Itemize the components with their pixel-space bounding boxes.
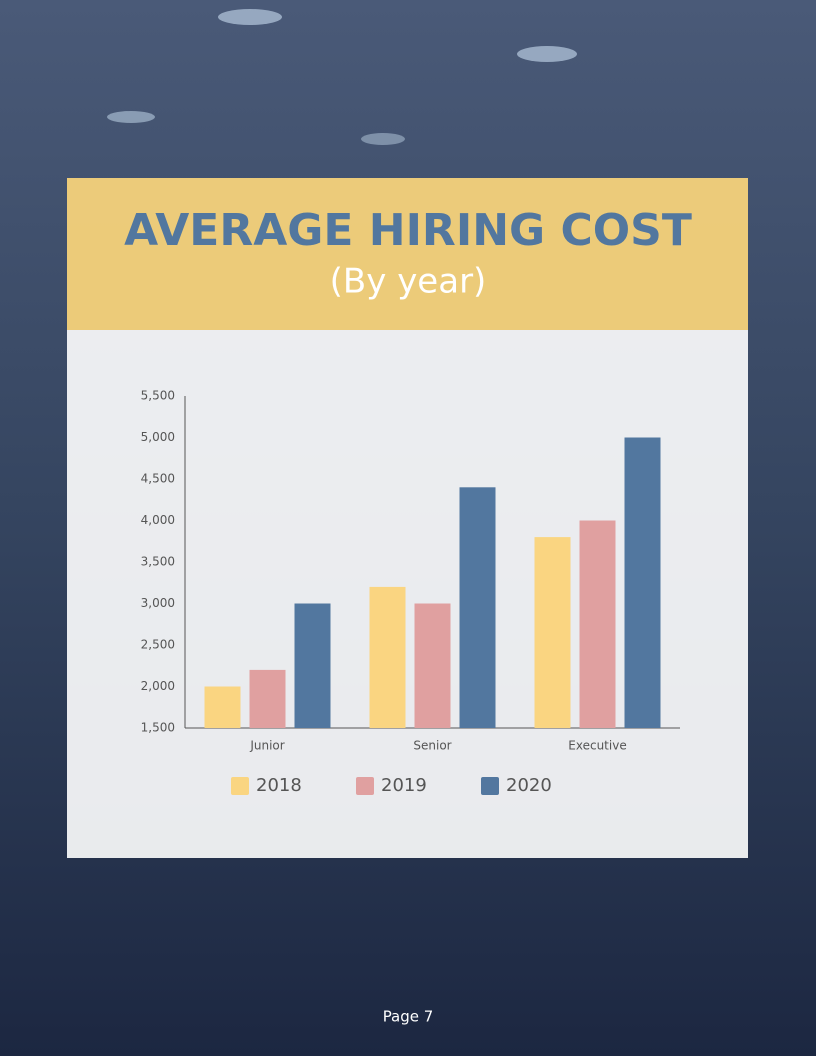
y-tick-label: 3,500 <box>141 555 175 569</box>
bar <box>249 669 286 728</box>
legend-swatch <box>356 777 374 795</box>
y-tick-label: 2,500 <box>141 638 175 652</box>
bar <box>459 487 496 728</box>
x-tick-label: Senior <box>413 739 451 753</box>
bar <box>294 603 331 728</box>
bar <box>624 437 661 728</box>
bar <box>579 520 616 728</box>
legend-label: 2018 <box>256 775 302 796</box>
ceiling-light <box>218 9 282 25</box>
legend-swatch <box>231 777 249 795</box>
bar <box>204 686 241 728</box>
bar <box>534 537 571 728</box>
legend-label: 2020 <box>506 775 552 796</box>
legend-swatch <box>481 777 499 795</box>
ceiling-light <box>517 46 577 62</box>
title-banner <box>67 178 748 330</box>
y-tick-label: 4,500 <box>141 472 175 486</box>
y-tick-label: 5,000 <box>141 430 175 444</box>
y-tick-label: 3,000 <box>141 596 175 610</box>
bar <box>369 586 406 728</box>
x-tick-label: Junior <box>249 739 284 753</box>
x-tick-label: Executive <box>568 739 626 753</box>
ceiling-light <box>361 133 405 145</box>
bar <box>414 603 451 728</box>
ceiling-light <box>107 111 155 123</box>
y-tick-label: 5,500 <box>141 389 175 403</box>
page-number: Page 7 <box>383 1008 434 1026</box>
legend-label: 2019 <box>381 775 427 796</box>
y-tick-label: 4,000 <box>141 513 175 527</box>
y-tick-label: 2,000 <box>141 679 175 693</box>
chart-title: AVERAGE HIRING COST <box>124 205 692 256</box>
chart-subtitle: (By year) <box>330 262 487 302</box>
y-tick-label: 1,500 <box>141 721 175 735</box>
